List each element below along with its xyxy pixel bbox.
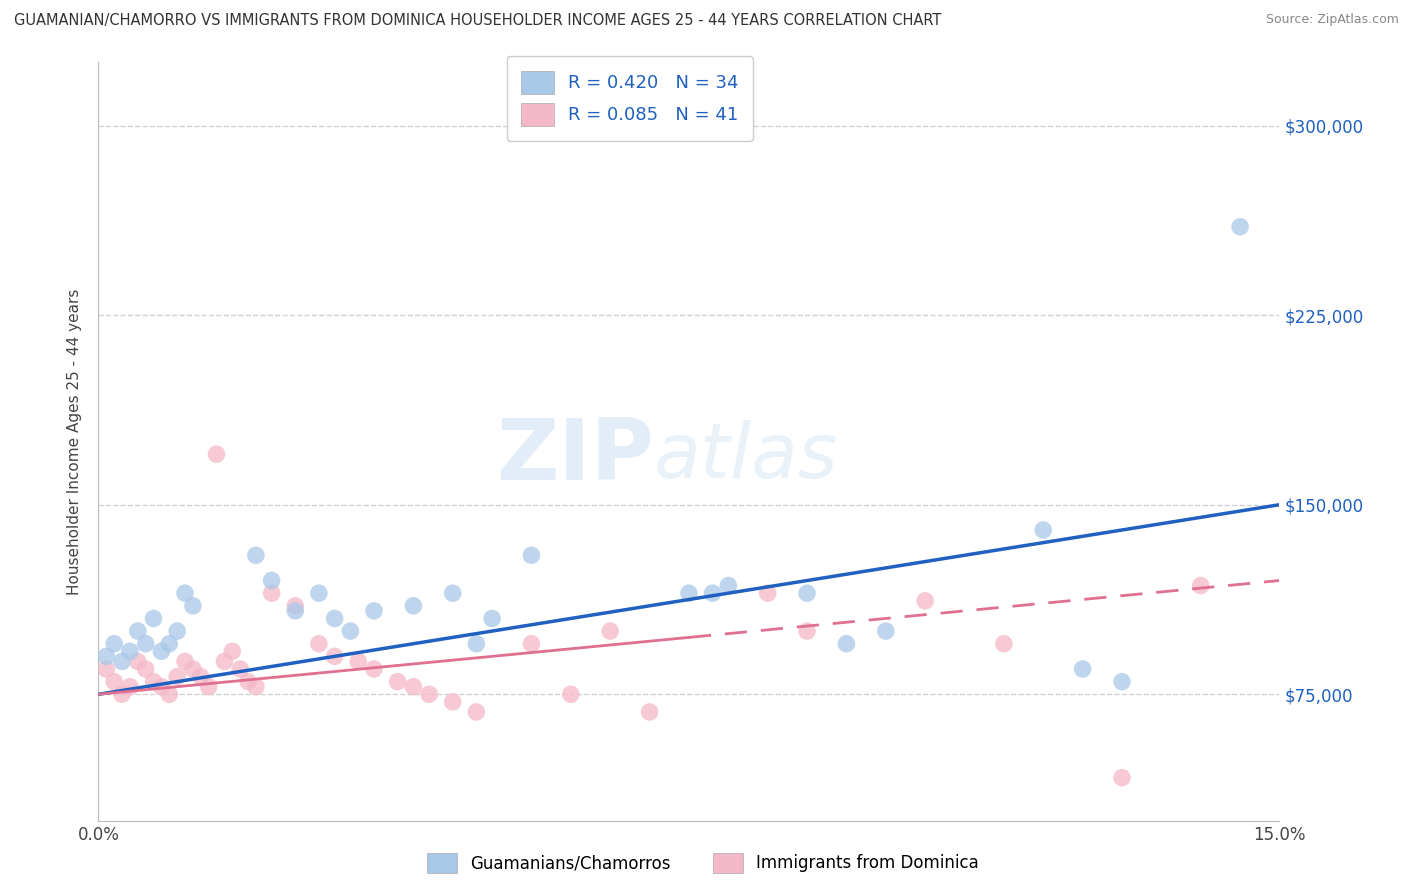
Point [135, 662, 157, 676]
Point [363, 662, 385, 676]
Point [402, 680, 425, 694]
Point [308, 586, 330, 600]
Point [127, 655, 149, 669]
Point [402, 599, 425, 613]
Point [135, 637, 157, 651]
Point [465, 637, 488, 651]
Point [142, 674, 165, 689]
Point [756, 586, 779, 600]
Point [103, 674, 125, 689]
Point [1189, 579, 1212, 593]
Text: ZIP: ZIP [496, 415, 654, 499]
Point [418, 687, 440, 701]
Point [323, 649, 346, 664]
Point [796, 586, 818, 600]
Point [174, 655, 197, 669]
Point [205, 447, 228, 461]
Point [260, 574, 283, 588]
Point [323, 611, 346, 625]
Point [236, 674, 259, 689]
Text: atlas: atlas [654, 420, 838, 493]
Point [1032, 523, 1054, 537]
Point [796, 624, 818, 639]
Point [190, 669, 212, 683]
Point [875, 624, 897, 639]
Point [260, 586, 283, 600]
Point [835, 637, 858, 651]
Point [717, 579, 740, 593]
Point [520, 548, 543, 563]
Point [166, 624, 188, 639]
Point [150, 680, 173, 694]
Point [441, 695, 464, 709]
Point [166, 669, 188, 683]
Point [229, 662, 252, 676]
Point [520, 637, 543, 651]
Point [441, 586, 464, 600]
Point [363, 604, 385, 618]
Point [214, 655, 236, 669]
Point [174, 586, 197, 600]
Point [96, 662, 118, 676]
Point [142, 611, 165, 625]
Y-axis label: Householder Income Ages 25 - 44 years: Householder Income Ages 25 - 44 years [67, 288, 83, 595]
Legend: Guamanians/Chamorros, Immigrants from Dominica: Guamanians/Chamorros, Immigrants from Do… [420, 847, 986, 880]
Point [347, 655, 370, 669]
Point [157, 637, 180, 651]
Point [118, 680, 141, 694]
Point [157, 687, 180, 701]
Point [1111, 674, 1133, 689]
Point [150, 644, 173, 658]
Point [702, 586, 724, 600]
Point [181, 599, 204, 613]
Legend: R = 0.420   N = 34, R = 0.085   N = 41: R = 0.420 N = 34, R = 0.085 N = 41 [506, 56, 754, 141]
Point [1111, 771, 1133, 785]
Point [993, 637, 1015, 651]
Point [914, 594, 936, 608]
Point [1071, 662, 1094, 676]
Point [481, 611, 503, 625]
Point [339, 624, 361, 639]
Point [245, 680, 267, 694]
Point [284, 604, 307, 618]
Point [560, 687, 582, 701]
Point [1229, 219, 1251, 234]
Text: Source: ZipAtlas.com: Source: ZipAtlas.com [1265, 13, 1399, 27]
Point [181, 662, 204, 676]
Point [96, 649, 118, 664]
Point [111, 687, 134, 701]
Point [111, 655, 134, 669]
Point [197, 680, 219, 694]
Point [221, 644, 243, 658]
Point [284, 599, 307, 613]
Point [465, 705, 488, 719]
Point [678, 586, 700, 600]
Point [103, 637, 125, 651]
Point [599, 624, 621, 639]
Point [127, 624, 149, 639]
Point [245, 548, 267, 563]
Point [118, 644, 141, 658]
Point [387, 674, 409, 689]
Text: GUAMANIAN/CHAMORRO VS IMMIGRANTS FROM DOMINICA HOUSEHOLDER INCOME AGES 25 - 44 Y: GUAMANIAN/CHAMORRO VS IMMIGRANTS FROM DO… [14, 13, 942, 29]
Point [638, 705, 661, 719]
Point [308, 637, 330, 651]
